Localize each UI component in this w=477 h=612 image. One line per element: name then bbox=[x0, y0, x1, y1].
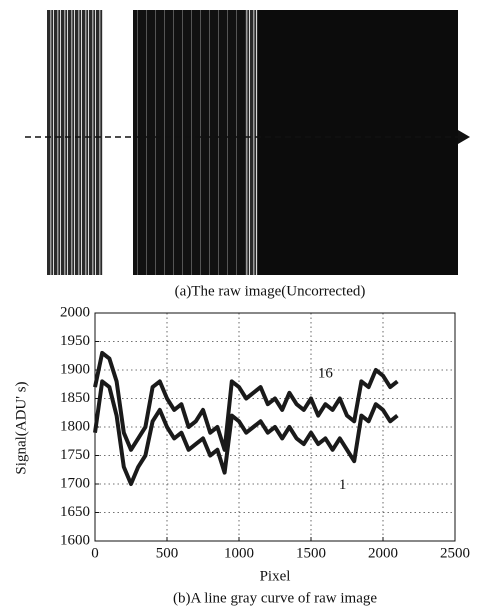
x-tick-label: 2000 bbox=[368, 545, 398, 561]
y-tick-label: 1600 bbox=[60, 532, 90, 548]
y-tick-label: 2000 bbox=[60, 304, 90, 320]
y-tick-label: 1950 bbox=[60, 333, 90, 349]
raw-image bbox=[25, 10, 470, 275]
y-tick-label: 1900 bbox=[60, 361, 90, 377]
y-tick-label: 1700 bbox=[60, 475, 90, 491]
annotation: 16 bbox=[318, 365, 334, 381]
series-line bbox=[93, 379, 399, 486]
x-tick-label: 1500 bbox=[296, 545, 326, 561]
x-tick-label: 0 bbox=[91, 545, 99, 561]
y-tick-label: 1800 bbox=[60, 418, 90, 434]
x-tick-label: 500 bbox=[156, 545, 179, 561]
caption-a: (a)The raw image(Uncorrected) bbox=[175, 283, 366, 299]
x-tick-label: 2500 bbox=[440, 545, 470, 561]
y-axis-label: Signal(ADU' s) bbox=[13, 381, 29, 474]
annotation: 1 bbox=[339, 477, 347, 493]
x-tick-label: 1000 bbox=[224, 545, 254, 561]
series-line bbox=[93, 350, 399, 452]
x-axis-label: Pixel bbox=[260, 568, 291, 584]
line-chart: 1600 1650 1700 1750 1800 1850 1900 1950 2000 0 500… bbox=[60, 304, 470, 561]
y-tick-label: 1750 bbox=[60, 447, 90, 463]
y-tick-label: 1650 bbox=[60, 504, 90, 520]
caption-b: (b)A line gray curve of raw image bbox=[173, 590, 377, 606]
y-tick-label: 1850 bbox=[60, 390, 90, 406]
